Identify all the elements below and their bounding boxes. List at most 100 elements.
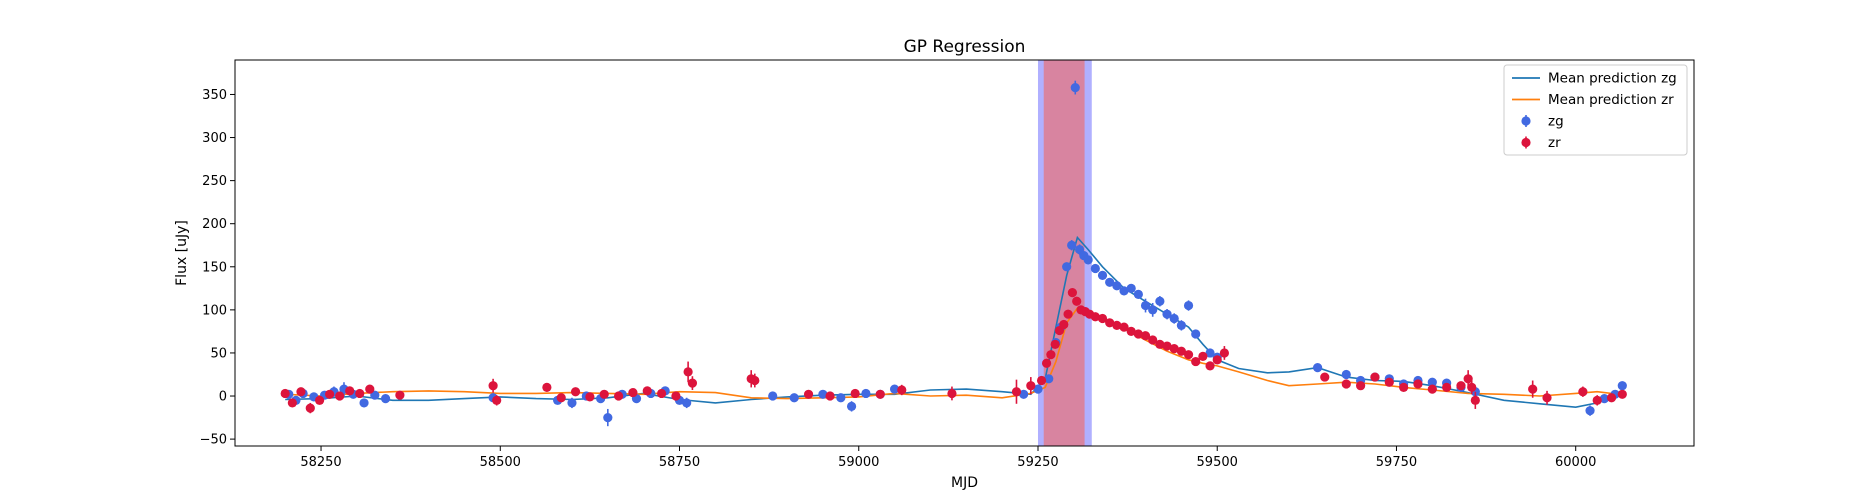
marker bbox=[1119, 322, 1129, 332]
x-axis-label: MJD bbox=[951, 475, 978, 491]
data-point-zg bbox=[1585, 405, 1595, 416]
marker bbox=[1155, 296, 1165, 306]
marker bbox=[1162, 341, 1172, 351]
prediction-line-zr bbox=[285, 307, 1626, 400]
x-tick-label: 58250 bbox=[300, 455, 341, 470]
data-point-zg bbox=[1176, 320, 1186, 331]
data-point-zr bbox=[1162, 341, 1172, 351]
marker bbox=[1044, 374, 1054, 384]
data-point-zr bbox=[1176, 346, 1186, 356]
marker bbox=[370, 390, 380, 400]
marker bbox=[1140, 331, 1151, 341]
data-point-zg bbox=[1617, 381, 1627, 391]
marker bbox=[1083, 255, 1093, 265]
x-tick-label: 58750 bbox=[659, 455, 700, 470]
marker bbox=[1019, 389, 1029, 399]
legend: Mean prediction zg Mean prediction zr zg zr bbox=[1503, 64, 1688, 156]
marker bbox=[585, 392, 595, 402]
marker bbox=[1542, 393, 1552, 403]
marker bbox=[1212, 355, 1222, 365]
data-point-zr bbox=[628, 387, 638, 398]
marker bbox=[365, 384, 375, 394]
y-tick-label: 0 bbox=[219, 390, 227, 405]
marker bbox=[488, 381, 498, 391]
y-tick-label: −50 bbox=[200, 433, 227, 448]
marker bbox=[1617, 381, 1627, 391]
y-axis-ticks: −50 0 50 100 150 200 250 300 350 bbox=[200, 88, 235, 448]
legend-label: zg bbox=[1548, 114, 1564, 130]
marker bbox=[836, 393, 846, 403]
data-point-zr bbox=[803, 389, 814, 399]
marker bbox=[1090, 263, 1100, 274]
marker bbox=[1063, 309, 1073, 319]
data-point-zr bbox=[1126, 326, 1136, 337]
data-point-zg bbox=[567, 397, 577, 409]
data-point-zr bbox=[1063, 309, 1073, 319]
data-point-zg bbox=[1083, 255, 1093, 265]
marker bbox=[1205, 348, 1215, 358]
marker bbox=[1119, 286, 1129, 296]
marker bbox=[1126, 326, 1136, 337]
data-point-zg bbox=[1312, 362, 1323, 373]
marker bbox=[1155, 339, 1165, 349]
marker bbox=[1585, 406, 1595, 416]
data-point-zr bbox=[395, 390, 405, 400]
data-point-zr bbox=[345, 386, 355, 396]
marker bbox=[1148, 305, 1158, 315]
data-point-zr bbox=[1191, 356, 1201, 367]
data-point-zr bbox=[1205, 361, 1215, 371]
data-point-zg bbox=[1341, 369, 1351, 380]
data-point-zr bbox=[315, 395, 325, 405]
marker bbox=[682, 398, 692, 408]
marker bbox=[818, 389, 828, 399]
data-point-zr bbox=[335, 391, 345, 401]
data-point-zg bbox=[359, 398, 369, 408]
data-point-zr bbox=[585, 392, 595, 402]
marker bbox=[642, 386, 652, 396]
data-point-zr bbox=[656, 388, 667, 399]
marker bbox=[287, 398, 297, 408]
y-tick-label: 50 bbox=[210, 346, 227, 361]
data-point-zr bbox=[1041, 358, 1052, 368]
data-point-zr bbox=[1467, 380, 1477, 395]
marker bbox=[570, 387, 581, 397]
marker bbox=[1062, 262, 1072, 272]
marker bbox=[1112, 320, 1122, 330]
data-point-zg bbox=[1133, 289, 1143, 299]
chart-title: GP Regression bbox=[904, 37, 1026, 57]
marker bbox=[305, 403, 315, 413]
marker bbox=[671, 391, 681, 401]
legend-entry: Mean prediction zg bbox=[1512, 71, 1677, 87]
marker bbox=[1463, 374, 1473, 384]
marker bbox=[1140, 300, 1151, 311]
marker bbox=[1036, 375, 1047, 386]
marker bbox=[542, 382, 552, 393]
data-point-zr bbox=[642, 386, 652, 396]
marker bbox=[1183, 350, 1194, 360]
data-point-zr bbox=[1470, 391, 1480, 409]
marker bbox=[1067, 288, 1078, 298]
y-axis-label: Flux [uJy] bbox=[174, 220, 190, 286]
data-point-zr bbox=[683, 361, 693, 383]
data-point-zr bbox=[1617, 389, 1627, 399]
data-point-zr bbox=[825, 391, 835, 401]
marker bbox=[1606, 393, 1617, 403]
marker bbox=[1176, 346, 1186, 356]
marker bbox=[1198, 351, 1208, 361]
data-point-zr bbox=[1606, 393, 1617, 403]
data-point-zg bbox=[1119, 286, 1129, 296]
data-point-zr bbox=[671, 391, 681, 401]
data-point-zr bbox=[365, 384, 375, 394]
data-point-zr bbox=[1050, 339, 1060, 349]
marker bbox=[1105, 318, 1115, 328]
data-point-zg bbox=[1067, 240, 1077, 251]
marker bbox=[603, 412, 613, 423]
marker bbox=[825, 391, 835, 401]
marker bbox=[1592, 395, 1602, 405]
marker bbox=[1133, 329, 1143, 339]
marker bbox=[1026, 381, 1036, 391]
marker bbox=[1320, 372, 1330, 382]
marker bbox=[1427, 377, 1437, 387]
marker bbox=[846, 401, 857, 411]
data-point-zr bbox=[897, 384, 907, 396]
